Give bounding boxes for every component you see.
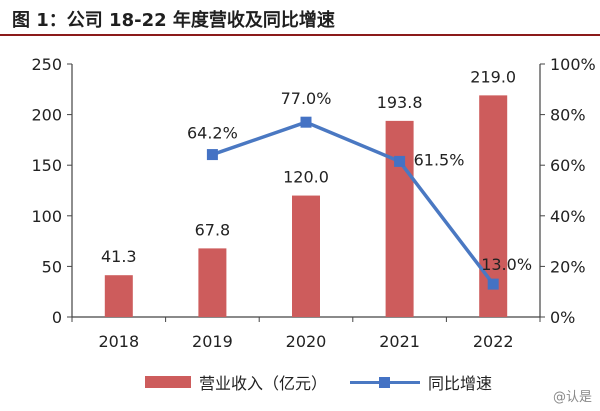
- line-marker: [394, 155, 406, 167]
- growth-line: [211, 120, 495, 286]
- bar-series: [104, 95, 508, 318]
- bar-data-label: 41.3: [101, 247, 137, 266]
- x-tick-label: 2021: [379, 332, 420, 351]
- bar-data-label: 120.0: [283, 168, 329, 187]
- x-tick-label: 2018: [98, 332, 139, 351]
- line-data-label: 13.0%: [481, 255, 532, 274]
- bar-data-label: 193.8: [377, 93, 423, 112]
- chart-axes: 0 50 100 150 200 250 0% 20% 40% 60% 80% 100% 2018 201…: [31, 55, 595, 351]
- legend-bar-swatch: [145, 376, 191, 388]
- line-data-label: 61.5%: [414, 150, 465, 169]
- x-tick-label: 2022: [473, 332, 514, 351]
- legend-line-swatch: [350, 372, 420, 392]
- x-tick-label: 2020: [286, 332, 327, 351]
- legend-label-revenue: 营业收入（亿元）: [199, 374, 328, 393]
- left-y-tick-label: 250: [31, 55, 62, 74]
- left-y-tick-label: 200: [31, 106, 62, 125]
- legend-item-growth: 同比增速: [350, 370, 492, 394]
- line-data-label: 64.2%: [187, 124, 238, 143]
- left-y-tick-label: 150: [31, 156, 62, 175]
- right-y-tick-label: 20%: [550, 257, 586, 276]
- line-data-label: 77.0%: [281, 89, 332, 108]
- watermark: @认是: [552, 390, 592, 405]
- bar-data-label: 219.0: [470, 67, 516, 86]
- bar: [104, 275, 133, 317]
- combo-chart: 0 50 100 150 200 250 0% 20% 40% 60% 80% 100% 2018 201…: [31, 55, 595, 351]
- chart-title: 图 1：公司 18-22 年度营收及同比增速: [12, 10, 335, 31]
- chart-legend: 营业收入（亿元） 同比增速: [0, 370, 600, 400]
- legend-item-revenue: 营业收入（亿元）: [145, 370, 327, 394]
- bar-data-labels: 41.3 67.8 120.0 193.8 219.0: [101, 67, 516, 266]
- left-y-tick-label: 0: [52, 308, 62, 327]
- bar: [385, 120, 414, 318]
- left-y-tick-label: 100: [31, 207, 62, 226]
- x-tick-label: 2019: [192, 332, 233, 351]
- right-y-tick-label: 0%: [550, 308, 575, 327]
- bar: [198, 248, 227, 317]
- left-y-tick-label: 50: [42, 257, 62, 276]
- right-y-tick-label: 60%: [550, 156, 586, 175]
- line-series: [206, 116, 499, 290]
- bar-data-label: 67.8: [195, 220, 231, 239]
- line-marker: [487, 278, 499, 290]
- legend-label-growth: 同比增速: [428, 374, 493, 393]
- bar: [292, 195, 320, 317]
- right-y-tick-label: 100%: [550, 55, 596, 74]
- right-y-tick-label: 40%: [550, 207, 586, 226]
- line-marker: [206, 149, 218, 161]
- legend-square-marker-icon: [379, 377, 390, 388]
- line-marker: [300, 116, 312, 128]
- title-divider: [0, 34, 600, 36]
- right-y-tick-label: 80%: [550, 106, 586, 125]
- line-data-labels: 64.2% 77.0% 61.5% 13.0%: [187, 89, 532, 274]
